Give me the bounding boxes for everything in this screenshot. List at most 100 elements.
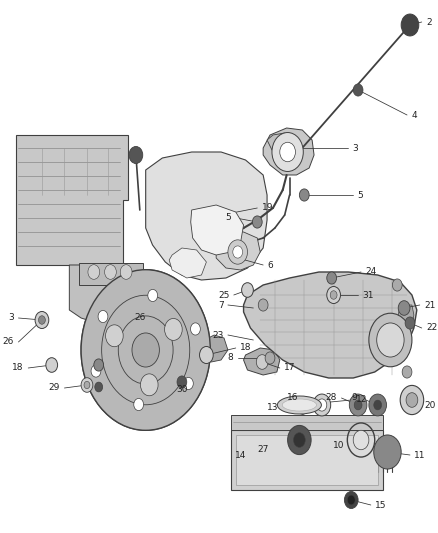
- Polygon shape: [398, 305, 414, 325]
- Circle shape: [398, 301, 410, 316]
- Circle shape: [165, 319, 182, 341]
- Ellipse shape: [277, 396, 321, 414]
- Circle shape: [313, 394, 331, 416]
- Polygon shape: [146, 152, 267, 280]
- Text: 21: 21: [424, 301, 435, 310]
- Circle shape: [327, 286, 340, 303]
- Circle shape: [81, 378, 93, 392]
- Polygon shape: [81, 270, 210, 430]
- Polygon shape: [15, 135, 128, 265]
- Circle shape: [132, 333, 159, 367]
- Text: 23: 23: [212, 330, 224, 340]
- Text: 29: 29: [49, 384, 60, 392]
- Text: 13: 13: [267, 403, 279, 413]
- Circle shape: [353, 84, 363, 96]
- Polygon shape: [231, 430, 382, 490]
- Circle shape: [242, 282, 253, 297]
- Text: 11: 11: [414, 450, 426, 459]
- Text: 18: 18: [240, 343, 251, 352]
- Circle shape: [134, 399, 144, 410]
- Text: 17: 17: [284, 364, 296, 373]
- Circle shape: [349, 394, 367, 416]
- Polygon shape: [216, 232, 260, 270]
- Text: 8: 8: [228, 353, 233, 362]
- Circle shape: [377, 323, 404, 357]
- Circle shape: [400, 385, 424, 415]
- Text: 3: 3: [353, 143, 358, 152]
- Circle shape: [327, 272, 336, 284]
- Text: 12: 12: [356, 395, 367, 405]
- Polygon shape: [191, 205, 244, 255]
- Circle shape: [401, 14, 419, 36]
- Circle shape: [95, 382, 102, 392]
- Circle shape: [402, 366, 412, 378]
- Circle shape: [406, 393, 418, 407]
- Circle shape: [293, 433, 305, 447]
- Circle shape: [272, 133, 303, 172]
- Polygon shape: [201, 335, 228, 362]
- Polygon shape: [236, 435, 378, 485]
- Circle shape: [184, 377, 193, 390]
- Circle shape: [94, 359, 104, 371]
- Text: 16: 16: [286, 393, 298, 402]
- Text: 2: 2: [426, 18, 431, 27]
- Text: 10: 10: [332, 440, 344, 449]
- Circle shape: [191, 323, 200, 335]
- Circle shape: [35, 311, 49, 328]
- Circle shape: [347, 495, 355, 505]
- Circle shape: [39, 316, 46, 324]
- Polygon shape: [244, 348, 280, 375]
- Text: 3: 3: [8, 313, 14, 322]
- Circle shape: [265, 352, 275, 364]
- Circle shape: [88, 265, 100, 279]
- Text: 14: 14: [235, 450, 246, 459]
- Text: 18: 18: [12, 364, 24, 373]
- Text: 27: 27: [257, 446, 268, 455]
- Text: 25: 25: [218, 290, 230, 300]
- Circle shape: [228, 240, 247, 264]
- Circle shape: [84, 381, 90, 389]
- Text: 24: 24: [365, 268, 377, 277]
- Text: 5: 5: [357, 190, 363, 199]
- Circle shape: [369, 394, 386, 416]
- Text: 7: 7: [218, 301, 224, 310]
- Text: 15: 15: [375, 500, 387, 510]
- Text: 4: 4: [411, 110, 417, 119]
- Circle shape: [106, 325, 123, 346]
- Circle shape: [317, 399, 327, 411]
- Circle shape: [81, 270, 210, 430]
- Circle shape: [105, 265, 117, 279]
- Circle shape: [280, 142, 296, 161]
- Polygon shape: [267, 133, 299, 155]
- Text: 26: 26: [3, 337, 14, 346]
- Circle shape: [353, 430, 369, 450]
- Polygon shape: [169, 248, 206, 278]
- Circle shape: [392, 279, 402, 291]
- Text: 9: 9: [351, 393, 357, 402]
- Circle shape: [98, 310, 108, 322]
- Circle shape: [299, 189, 309, 201]
- Circle shape: [200, 346, 213, 364]
- Circle shape: [91, 365, 101, 377]
- Circle shape: [374, 400, 381, 410]
- Polygon shape: [69, 265, 146, 322]
- Circle shape: [233, 246, 243, 258]
- Polygon shape: [290, 426, 308, 444]
- Circle shape: [177, 376, 187, 388]
- Circle shape: [344, 491, 358, 508]
- Text: 26: 26: [134, 313, 145, 322]
- Circle shape: [354, 400, 362, 410]
- Circle shape: [148, 289, 158, 302]
- Circle shape: [369, 313, 412, 367]
- Text: 22: 22: [426, 324, 437, 333]
- Polygon shape: [79, 263, 143, 285]
- Text: 19: 19: [261, 204, 273, 213]
- Circle shape: [129, 147, 143, 164]
- Circle shape: [405, 317, 415, 329]
- Circle shape: [374, 435, 401, 469]
- Polygon shape: [263, 128, 314, 175]
- Text: 5: 5: [226, 214, 231, 222]
- Circle shape: [120, 265, 132, 279]
- Text: 30: 30: [177, 385, 188, 394]
- Circle shape: [141, 374, 158, 396]
